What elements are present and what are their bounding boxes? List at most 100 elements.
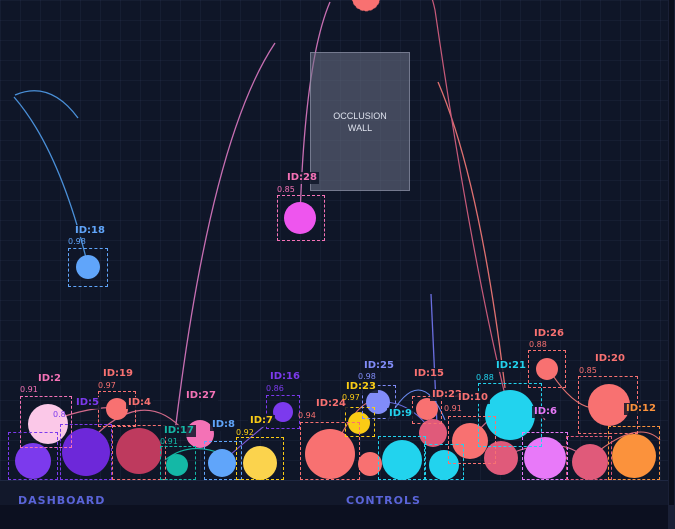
bounding-box [112, 425, 166, 480]
tracked-ball [429, 450, 459, 480]
tracked-ball [15, 443, 51, 479]
trajectory-path [599, 431, 661, 451]
tracked-ball [536, 358, 558, 380]
confidence-label: 0.97 [98, 381, 116, 390]
scrollbar-thumb[interactable] [669, 0, 674, 505]
object-id-label: ID:9 [387, 408, 414, 420]
occlusion-wall: OCCLUSION WALL [310, 52, 410, 191]
tracked-ball [484, 441, 518, 475]
object-id-label: ID:15 [412, 368, 446, 380]
object-id-label: ID:20 [593, 353, 627, 365]
bounding-box [528, 350, 566, 388]
object-id-label: ID:5 [74, 397, 101, 409]
object-id-label: ID:8 [210, 419, 237, 431]
object-id-label: ID:25 [362, 360, 396, 372]
bounding-box [277, 195, 325, 241]
bounding-box [424, 444, 464, 480]
object-id-label: ID:17 [162, 425, 196, 437]
confidence-label: 0.8 [53, 410, 66, 419]
bottom-panel: DASHBOARD CONTROLS [0, 480, 668, 507]
confidence-label: 0.91 [444, 404, 462, 413]
bounding-box [448, 416, 496, 464]
bounding-box [68, 248, 108, 287]
object-id-label: ID:23 [344, 381, 378, 393]
confidence-label: 0.97 [342, 393, 360, 402]
bounding-box [160, 446, 196, 480]
dashboard-title: DASHBOARD [18, 494, 106, 507]
object-id-label: ID:6 [532, 406, 559, 418]
trajectory-path [174, 42, 276, 433]
object-id-label: ID:26 [532, 328, 566, 340]
confidence-label: 0.86 [266, 384, 284, 393]
controls-title: CONTROLS [346, 494, 421, 507]
tracked-ball [243, 446, 277, 480]
tracked-ball [588, 384, 630, 426]
object-id-label: ID:22 [430, 389, 464, 401]
trajectory-path [437, 81, 506, 389]
object-id-label: ID:28 [285, 172, 319, 184]
bounding-box [608, 426, 660, 480]
tracked-ball [28, 404, 68, 444]
tracked-ball [612, 434, 656, 478]
confidence-label: 0.91 [160, 437, 178, 446]
object-id-label: ID:18 [73, 225, 107, 237]
confidence-label: 0.94 [298, 411, 316, 420]
object-id-label: ID:21 [494, 360, 528, 372]
confidence-label: 0.98 [358, 372, 376, 381]
trajectory-path [14, 90, 79, 119]
trajectory-path [371, 0, 506, 396]
panel-body [0, 505, 668, 529]
tracked-ball [358, 452, 382, 476]
tracked-ball [452, 423, 488, 459]
occlusion-wall-label: OCCLUSION [333, 110, 387, 121]
bounding-box [362, 385, 396, 419]
object-id-label: ID:7 [248, 415, 275, 427]
confidence-label: 0.92 [236, 428, 254, 437]
tracked-ball [208, 449, 236, 477]
bounding-box [60, 424, 112, 480]
confidence-label: 0.88 [476, 373, 494, 382]
object-id-label: ID:16 [268, 371, 302, 383]
object-id-label: ID:27 [184, 390, 218, 402]
confidence-label: 0.88 [529, 340, 547, 349]
tracked-ball [305, 429, 355, 479]
bounding-box [98, 391, 136, 427]
confidence-label: 0.91 [20, 385, 38, 394]
tracked-ball [76, 255, 100, 279]
object-id-label: ID:10 [456, 392, 490, 404]
confidence-label: 0.85 [579, 366, 597, 375]
tracked-ball [366, 390, 390, 414]
ball-layer [15, 0, 656, 480]
object-id-label: ID:12 [624, 403, 658, 415]
tracked-ball [419, 419, 447, 447]
bounding-box [345, 407, 375, 437]
trajectory-path [13, 96, 89, 267]
bounding-box [204, 441, 242, 480]
object-id-label: ID:4 [126, 397, 153, 409]
bounding-box [522, 432, 568, 480]
tracked-ball [116, 428, 162, 474]
object-id-label: ID:19 [101, 368, 135, 380]
tracked-ball [106, 398, 128, 420]
tracked-ball [273, 402, 293, 422]
object-id-label: ID:2 [36, 373, 63, 385]
confidence-label: 0.98 [68, 237, 86, 246]
tracked-ball [524, 437, 566, 479]
tracked-ball [166, 454, 188, 476]
bounding-box [20, 396, 72, 448]
bounding-box [378, 436, 426, 480]
tracked-ball [62, 428, 110, 476]
tracked-ball [416, 398, 438, 420]
object-id-label: ID:24 [314, 398, 348, 410]
vertical-scrollbar[interactable] [668, 0, 675, 529]
bounding-box [300, 422, 360, 480]
bounding-box [566, 436, 612, 480]
tracked-ball [485, 390, 535, 440]
bounding-box [8, 432, 58, 480]
tracked-ball [351, 0, 381, 12]
bounding-box [236, 437, 284, 480]
bounding-box [266, 395, 300, 429]
occlusion-wall-label: WALL [347, 122, 373, 133]
tracked-ball [284, 202, 316, 234]
